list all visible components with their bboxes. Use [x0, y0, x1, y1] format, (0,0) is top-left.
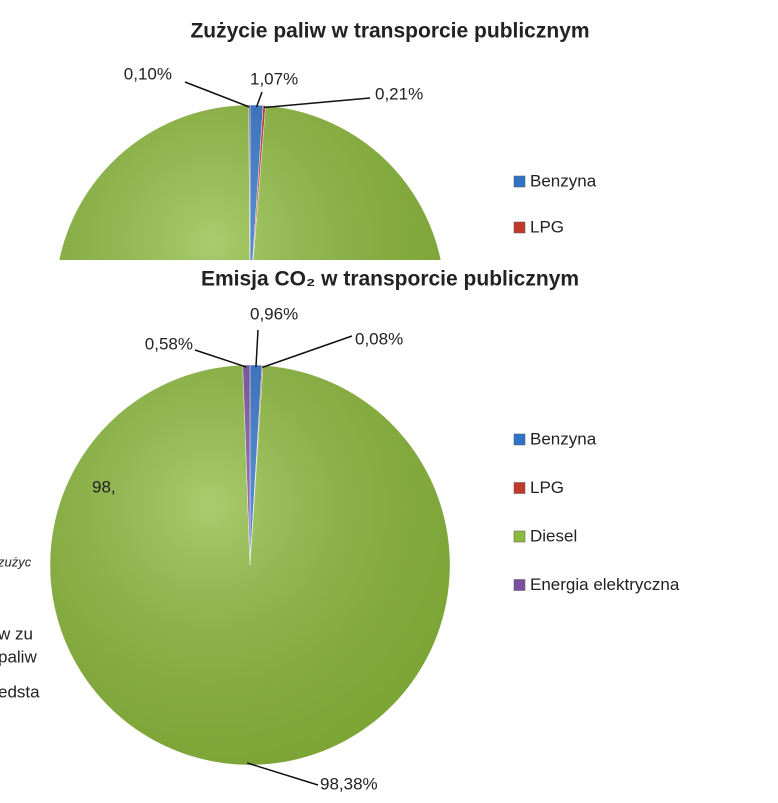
data-label: 0,58% — [145, 334, 193, 353]
document-text: paliw — [0, 647, 37, 666]
leader-line — [184, 81, 250, 108]
document-text: zużyc — [0, 554, 32, 569]
document-fragments: 98, zużyc w zu paliw edsta — [0, 477, 116, 701]
leader-line — [246, 762, 319, 786]
document-text: w zu — [0, 624, 33, 643]
data-label: 0,96% — [250, 304, 298, 323]
data-label: 0,08% — [355, 329, 403, 348]
leader-line — [255, 329, 259, 368]
legend-label: LPG — [530, 217, 564, 236]
legend-label: LPG — [530, 478, 564, 497]
legend-swatch — [513, 433, 526, 446]
data-label: 98, — [92, 477, 116, 496]
data-label: 0,21% — [375, 84, 423, 103]
legend-swatch — [513, 221, 526, 234]
legend-swatch — [513, 175, 526, 188]
document-text: edsta — [0, 682, 40, 701]
legend-swatch — [513, 530, 526, 543]
leader-line — [264, 97, 371, 109]
chart-title: Emisja CO₂ w transporcie publicznym — [201, 268, 579, 291]
legend-label: Benzyna — [530, 171, 597, 190]
leader-line — [262, 335, 353, 369]
legend-swatch — [513, 482, 526, 494]
leader-line — [255, 91, 263, 108]
legend-label: Diesel — [530, 526, 577, 545]
data-label: 98,38% — [320, 774, 378, 793]
leader-line — [194, 349, 247, 368]
data-label: 1,07% — [250, 69, 298, 88]
legend-label: Benzyna — [530, 429, 597, 448]
legend-label: Energia elektryczna — [530, 575, 680, 594]
legend-swatch — [513, 579, 526, 591]
data-label: 0,10% — [124, 64, 172, 83]
chart-title: Zużycie paliw w transporcie publicznym — [190, 20, 589, 43]
